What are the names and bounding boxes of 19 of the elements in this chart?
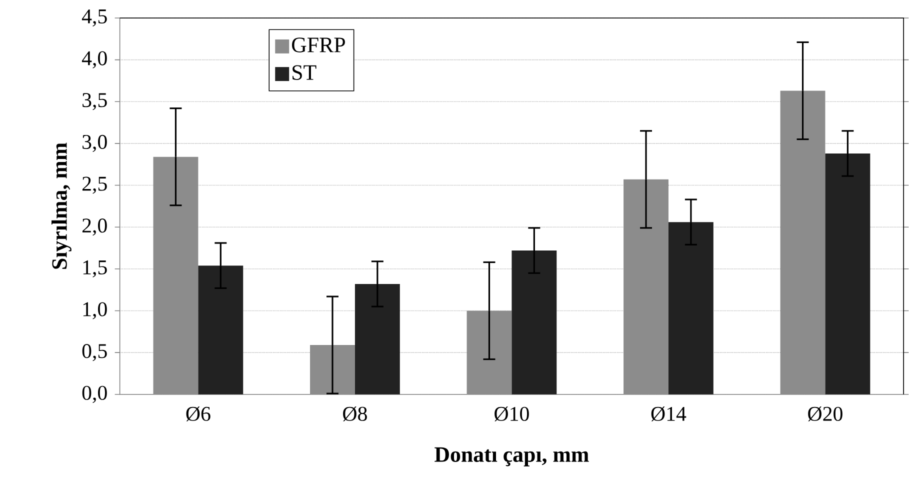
legend-label: GFRP [292,38,345,52]
y-tick-label: 4,0 [82,51,107,68]
x-tick-label: Ø10 [494,406,529,422]
y-tick-label: 4,5 [82,9,107,26]
y-tick-label: 0,5 [82,344,107,362]
x-tick-label: Ø6 [186,406,210,422]
x-tick-label: Ø8 [343,406,367,422]
y-tick-label: 2,5 [82,176,107,194]
y-tick-label: 1,0 [83,302,107,320]
y-tick-label: 3,5 [82,92,107,110]
y-tick-label: 2,0 [82,218,107,236]
y-tick-label: 0,0 [82,386,107,403]
x-axis-title: Donatı çapı, mm [434,447,589,466]
y-axis-title: Sıyrılma, mm [52,142,72,269]
legend-label: ST [292,65,316,80]
y-tick-label: 1,5 [83,260,107,278]
x-tick-label: Ø20 [808,406,842,422]
y-tick-label: 3,0 [82,134,107,152]
x-tick-label: Ø14 [651,406,686,422]
